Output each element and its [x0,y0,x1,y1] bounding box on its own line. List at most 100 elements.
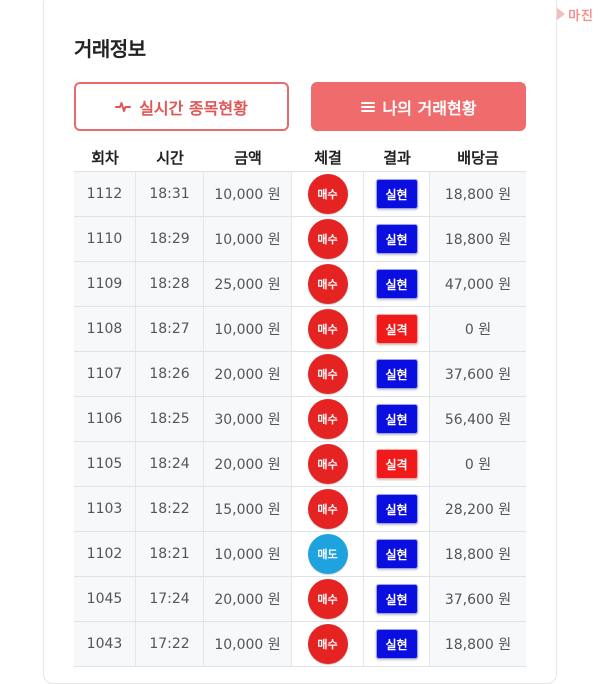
time-value: 18:27 [149,321,190,337]
result-badge: 실현 [375,359,418,389]
cell-amount: 25,000 원 [204,262,292,306]
payout-value: 18,800 원 [444,637,512,653]
header-round: 회차 [91,149,119,167]
cell-trade: 매수 [292,442,364,486]
pulse-icon [115,100,132,114]
time-value: 18:28 [149,276,190,292]
round-value: 1043 [86,636,123,652]
cell-trade: 매수 [292,622,364,666]
cell-time: 18:31 [136,172,204,216]
round-value: 1107 [86,366,123,382]
cell-result: 실격 [364,307,430,351]
cell-amount: 15,000 원 [204,487,292,531]
round-value: 1045 [86,591,123,607]
time-value: 17:22 [149,636,190,652]
cell-round: 1107 [74,352,136,396]
amount-value: 10,000 원 [214,187,281,203]
table-row: 1043 17:22 10,000 원 매수 실현 18,800 원 [74,622,526,667]
cell-round: 1043 [74,622,136,666]
cell-result: 실현 [364,352,430,396]
cell-result: 실현 [364,397,430,441]
cell-round: 1106 [74,397,136,441]
amount-value: 10,000 원 [214,232,281,248]
live-stock-status-button[interactable]: 실시간 종목현황 [74,82,289,131]
logo-text: 마진 [568,8,594,24]
cell-time: 18:22 [136,487,204,531]
trade-badge: 매수 [307,309,348,349]
table-row: 1110 18:29 10,000 원 매수 실현 18,800 원 [74,217,526,262]
cell-payout: 47,000 원 [430,262,526,306]
cell-trade: 매수 [292,217,364,261]
cell-amount: 20,000 원 [204,352,292,396]
table-row: 1107 18:26 20,000 원 매수 실현 37,600 원 [74,352,526,397]
cell-payout: 0 원 [430,307,526,351]
cell-round: 1045 [74,577,136,621]
amount-value: 20,000 원 [214,457,281,473]
cell-time: 18:24 [136,442,204,486]
cell-round: 1103 [74,487,136,531]
time-value: 18:24 [149,456,190,472]
cell-result: 실현 [364,622,430,666]
trade-badge: 매수 [307,264,348,304]
cell-amount: 30,000 원 [204,397,292,441]
round-value: 1110 [86,231,123,247]
trade-badge: 매수 [307,444,348,484]
cell-round: 1112 [74,172,136,216]
payout-value: 0 원 [464,457,492,473]
result-badge: 실현 [375,269,418,299]
cell-round: 1109 [74,262,136,306]
cell-trade: 매수 [292,397,364,441]
time-value: 17:24 [149,591,190,607]
cell-amount: 10,000 원 [204,217,292,261]
my-trade-status-button[interactable]: 나의 거래현황 [311,82,526,131]
cell-payout: 18,800 원 [430,622,526,666]
header-result: 결과 [383,149,411,167]
trade-badge: 매수 [307,219,348,259]
cell-trade: 매수 [292,352,364,396]
cell-round: 1105 [74,442,136,486]
cell-round: 1108 [74,307,136,351]
cell-trade: 매수 [292,577,364,621]
header-time: 시간 [156,149,184,167]
cell-time: 18:25 [136,397,204,441]
round-value: 1106 [86,411,123,427]
table-row: 1103 18:22 15,000 원 매수 실현 28,200 원 [74,487,526,532]
result-badge: 실현 [375,539,418,569]
header-amount: 금액 [234,149,262,167]
trade-badge: 매수 [307,624,348,664]
time-value: 18:22 [149,501,190,517]
cell-payout: 18,800 원 [430,532,526,576]
table-row: 1102 18:21 10,000 원 매도 실현 18,800 원 [74,532,526,577]
payout-value: 37,600 원 [444,592,512,608]
my-trade-status-label: 나의 거래현황 [382,98,477,118]
time-value: 18:25 [149,411,190,427]
table-row: 1112 18:31 10,000 원 매수 실현 18,800 원 [74,172,526,217]
round-value: 1109 [86,276,123,292]
cell-trade: 매수 [292,307,364,351]
amount-value: 20,000 원 [214,592,281,608]
trade-history-table: 1112 18:31 10,000 원 매수 실현 18,800 원 1110 18:29 10… [74,171,526,667]
cell-result: 실현 [364,172,430,216]
cell-amount: 10,000 원 [204,172,292,216]
cell-time: 17:24 [136,577,204,621]
result-badge: 실격 [375,449,418,479]
amount-value: 10,000 원 [214,637,281,653]
round-value: 1112 [86,186,123,202]
cell-payout: 56,400 원 [430,397,526,441]
cell-time: 18:28 [136,262,204,306]
result-badge: 실현 [375,494,418,524]
round-value: 1102 [86,546,123,562]
table-row: 1109 18:28 25,000 원 매수 실현 47,000 원 [74,262,526,307]
live-stock-status-label: 실시간 종목현황 [139,98,248,118]
table-row: 1106 18:25 30,000 원 매수 실현 56,400 원 [74,397,526,442]
cell-result: 실현 [364,532,430,576]
amount-value: 10,000 원 [214,322,281,338]
time-value: 18:26 [149,366,190,382]
round-value: 1108 [86,321,123,337]
table-header: 회차 시간 금액 체결 결과 배당금 [74,147,526,171]
payout-value: 28,200 원 [444,502,512,518]
trade-badge: 매수 [307,174,348,214]
table-row: 1105 18:24 20,000 원 매수 실격 0 원 [74,442,526,487]
payout-value: 0 원 [464,322,492,338]
result-badge: 실현 [375,404,418,434]
